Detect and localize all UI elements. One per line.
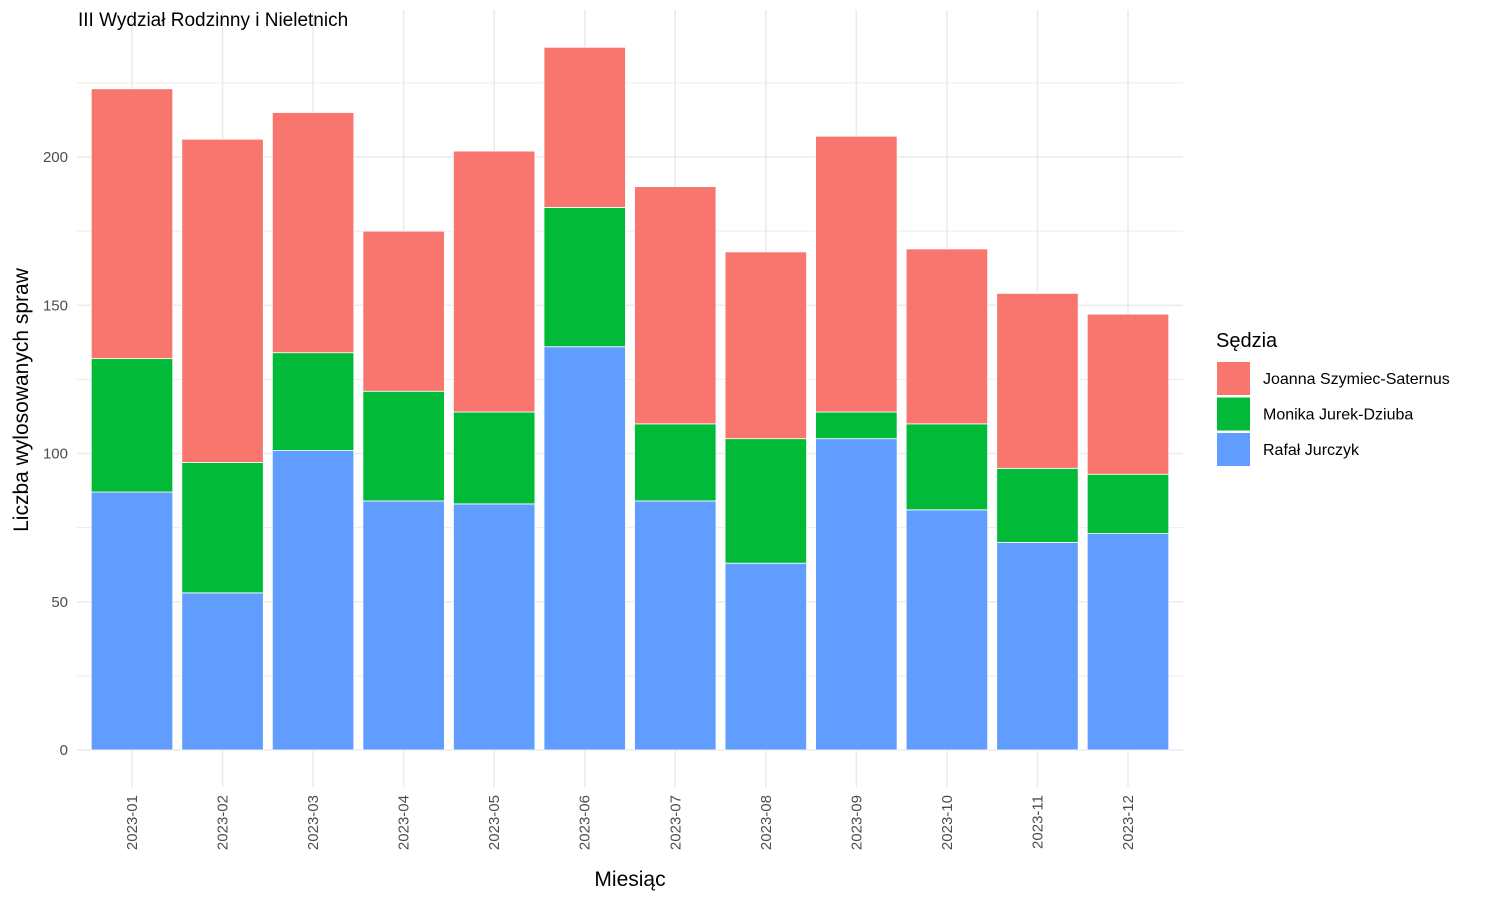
bar-segment — [181, 592, 264, 751]
bar-segment — [271, 112, 355, 354]
bar-segment — [1086, 313, 1170, 475]
bar-segment — [453, 503, 536, 751]
bar-segment — [543, 346, 626, 751]
x-tick-label: 2023-11 — [1029, 795, 1046, 849]
bar-segment — [362, 230, 445, 392]
x-tick-label: 2023-02 — [215, 795, 232, 850]
bar-segment — [905, 509, 989, 751]
bar-segment — [1086, 473, 1170, 534]
bar-segment — [996, 542, 1079, 751]
bar-segment — [362, 500, 445, 751]
chart-title: III Wydział Rodzinny i Nieletnich — [78, 10, 348, 31]
legend-label: Rafał Jurczyk — [1263, 442, 1360, 459]
x-tick-label: 2023-05 — [486, 795, 503, 850]
bar-segment — [634, 423, 717, 502]
bar-segment — [90, 491, 174, 751]
legend: Sędzia Joanna Szymiec-Saternus Monika Jur… — [1216, 330, 1450, 466]
x-tick-label: 2023-06 — [577, 795, 594, 850]
bar-segment — [815, 411, 898, 440]
bar-segment — [90, 358, 174, 493]
legend-swatch — [1217, 362, 1250, 395]
bar-segment — [453, 150, 536, 413]
y-tick-label: 150 — [43, 297, 68, 314]
bar-segment — [453, 411, 536, 505]
bar-segment — [815, 135, 898, 413]
bar-segment — [1086, 533, 1170, 751]
bar-segment — [543, 207, 626, 348]
x-axis-title: Miesiąc — [594, 868, 665, 891]
bar-segment — [905, 423, 989, 511]
y-tick-label: 100 — [43, 446, 68, 463]
legend-swatch — [1217, 433, 1250, 466]
legend-label: Monika Jurek-Dziuba — [1263, 407, 1413, 424]
legend-swatch — [1217, 397, 1250, 431]
bar-segment — [634, 186, 717, 425]
bar-segment — [362, 390, 445, 502]
y-tick-label: 0 — [60, 742, 68, 759]
bar-segment — [90, 88, 174, 360]
x-tick-label: 2023-03 — [305, 795, 322, 850]
bar-segment — [996, 292, 1079, 469]
bar-segment — [724, 562, 807, 751]
y-axis-ticks: 0 50 100 150 200 — [43, 149, 68, 759]
x-tick-label: 2023-12 — [1120, 795, 1137, 850]
legend-title: Sędzia — [1216, 330, 1278, 352]
x-axis-ticks: 2023-01 2023-02 2023-03 2023-04 2023-05 2023-… — [124, 795, 1137, 850]
x-tick-label: 2023-10 — [939, 795, 956, 850]
x-tick-label: 2023-07 — [667, 795, 684, 850]
bar-segment — [905, 248, 989, 425]
y-tick-label: 50 — [51, 594, 68, 611]
bar-segment — [271, 450, 355, 751]
y-axis-title: Liczba wylosowanych spraw — [10, 267, 33, 532]
legend-label: Joanna Szymiec-Saternus — [1263, 371, 1450, 388]
bar-segment — [181, 461, 264, 594]
bars — [90, 46, 1170, 751]
x-tick-label: 2023-01 — [124, 795, 141, 850]
bar-segment — [271, 352, 355, 451]
bar-segment — [724, 438, 807, 564]
bar-segment — [996, 467, 1079, 543]
x-tick-label: 2023-04 — [396, 795, 413, 850]
bar-segment — [543, 46, 626, 208]
bar-segment — [181, 138, 264, 463]
y-tick-label: 200 — [43, 149, 68, 166]
x-tick-label: 2023-09 — [848, 795, 865, 850]
bar-segment — [724, 251, 807, 440]
bar-segment — [634, 500, 717, 751]
bar-segment — [815, 438, 898, 751]
x-tick-label: 2023-08 — [758, 795, 775, 850]
